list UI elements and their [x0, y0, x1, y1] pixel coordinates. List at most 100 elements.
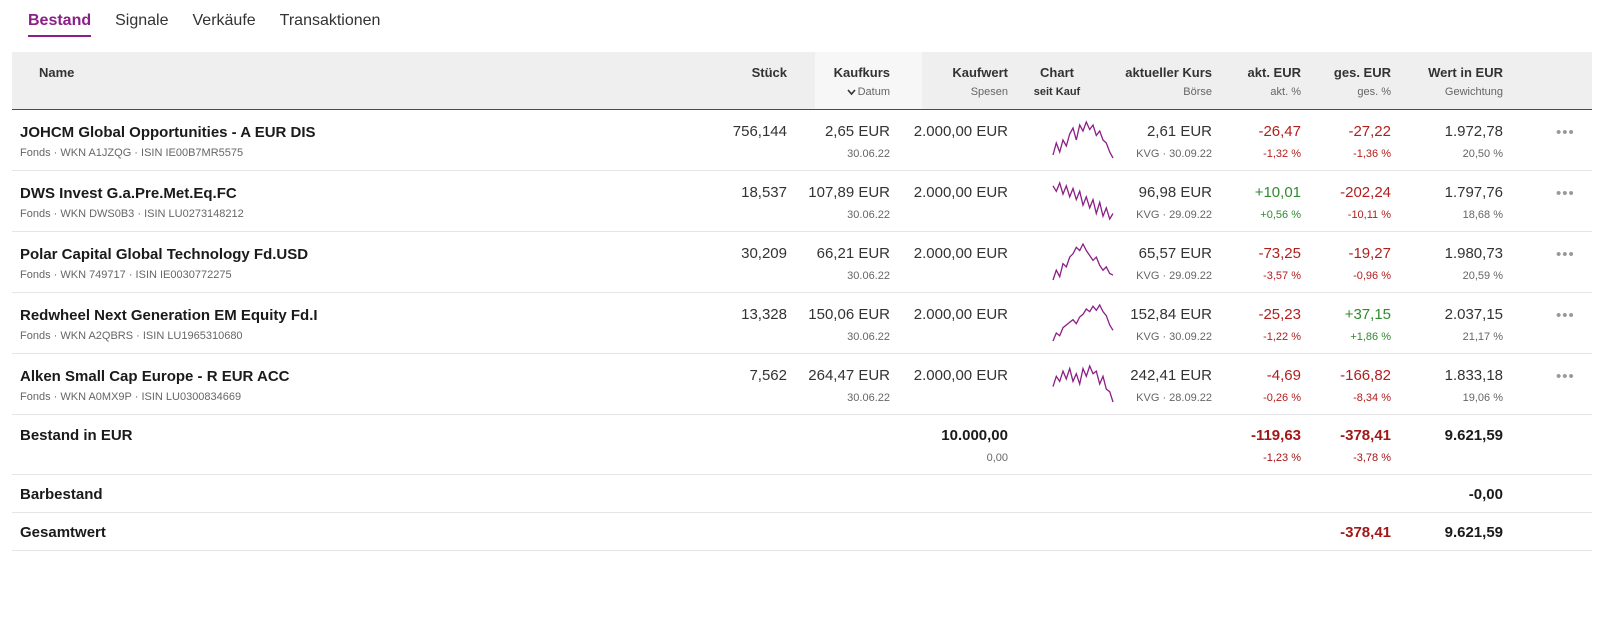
gesamtwert-wert: 9.621,59	[1444, 524, 1503, 541]
position-rows: JOHCM Global Opportunities - A EUR DIS F…	[12, 110, 1592, 415]
bestand-ges-pct: -3,78 %	[1353, 452, 1391, 464]
table-row[interactable]: JOHCM Global Opportunities - A EUR DIS F…	[12, 110, 1592, 171]
more-dots-icon[interactable]: •••	[1556, 368, 1575, 385]
position-stueck: 756,144	[732, 123, 787, 140]
col-kaufkurs-label: Kaufkurs	[833, 65, 890, 80]
position-akt-pct: -1,32 %	[1263, 148, 1301, 160]
position-ges-eur: -166,82	[1340, 367, 1391, 384]
tab-bar: Bestand Signale Verkäufe Transaktionen	[28, 12, 380, 37]
position-gewichtung: 20,59 %	[1462, 270, 1503, 282]
col-ges-pct-label: ges. %	[1357, 86, 1391, 98]
table-row[interactable]: Polar Capital Global Technology Fd.USD F…	[12, 232, 1592, 293]
position-akt-eur: -26,47	[1258, 123, 1301, 140]
position-akt-eur: +10,01	[1254, 184, 1301, 201]
position-ges-eur: -27,22	[1348, 123, 1391, 140]
position-datum: 30.06.22	[847, 270, 890, 282]
table-row[interactable]: Alken Small Cap Europe - R EUR ACC Fonds…	[12, 354, 1592, 415]
col-seit-kauf-label: seit Kauf	[1033, 86, 1081, 98]
position-datum: 30.06.22	[847, 331, 890, 343]
position-boerse: KVG · 30.09.22	[1136, 331, 1212, 343]
position-name[interactable]: JOHCM Global Opportunities - A EUR DIS	[20, 124, 316, 141]
more-dots-icon[interactable]: •••	[1556, 185, 1575, 202]
position-name[interactable]: Polar Capital Global Technology Fd.USD	[20, 246, 309, 263]
tab-verkaeufe[interactable]: Verkäufe	[192, 12, 256, 29]
kaufkurs-header-highlight	[815, 52, 922, 109]
position-sparkline[interactable]	[1052, 179, 1114, 221]
position-kaufkurs: 150,06 EUR	[808, 306, 890, 323]
position-ges-pct: -1,36 %	[1353, 148, 1391, 160]
col-kaufwert[interactable]: Kaufwert Spesen	[922, 52, 1008, 109]
more-dots-icon[interactable]: •••	[1556, 124, 1575, 141]
position-boerse: KVG · 29.09.22	[1136, 270, 1212, 282]
position-meta: Fonds · WKN A0MX9P · ISIN LU0300834669	[20, 391, 242, 403]
position-ges-eur: -202,24	[1340, 184, 1391, 201]
table-row[interactable]: DWS Invest G.a.Pre.Met.Eq.FC Fonds · WKN…	[12, 171, 1592, 232]
col-ges-eur[interactable]: ges. EUR ges. %	[1312, 52, 1391, 109]
position-wert: 2.037,15	[1444, 306, 1503, 323]
position-sparkline[interactable]	[1052, 362, 1114, 404]
position-stueck: 30,209	[741, 245, 787, 262]
position-akt-pct: -1,22 %	[1263, 331, 1301, 343]
position-name[interactable]: DWS Invest G.a.Pre.Met.Eq.FC	[20, 185, 237, 202]
position-wert: 1.833,18	[1444, 367, 1503, 384]
col-wert[interactable]: Wert in EUR Gewichtung	[1407, 52, 1503, 109]
position-meta: Fonds · WKN A2QBRS · ISIN LU1965310680	[20, 330, 243, 342]
tab-bestand[interactable]: Bestand	[28, 12, 92, 37]
position-sparkline[interactable]	[1052, 118, 1114, 160]
position-datum: 30.06.22	[847, 148, 890, 160]
col-akt-eur[interactable]: akt. EUR akt. %	[1222, 52, 1301, 109]
position-ges-eur: +37,15	[1344, 306, 1391, 323]
col-gewichtung-label: Gewichtung	[1444, 86, 1503, 98]
col-name[interactable]: Name	[39, 52, 74, 109]
position-gewichtung: 20,50 %	[1462, 148, 1503, 160]
more-dots-icon[interactable]: •••	[1556, 246, 1575, 263]
more-dots-icon[interactable]: •••	[1556, 307, 1575, 324]
gesamtwert-row: Gesamtwert -378,41 9.621,59	[12, 513, 1592, 551]
position-kurs: 242,41 EUR	[1130, 367, 1212, 384]
position-sparkline[interactable]	[1052, 301, 1114, 343]
portfolio-table: Name Stück Kaufkurs Datum Kaufwert Spese…	[12, 52, 1592, 551]
col-kaufwert-label: Kaufwert	[952, 65, 1008, 80]
position-stueck: 7,562	[749, 367, 787, 384]
table-row[interactable]: Redwheel Next Generation EM Equity Fd.I …	[12, 293, 1592, 354]
col-kurs[interactable]: aktueller Kurs Börse	[1112, 52, 1212, 109]
position-kaufkurs: 66,21 EUR	[816, 245, 890, 262]
col-datum-sort[interactable]: Datum	[815, 86, 890, 98]
table-header: Name Stück Kaufkurs Datum Kaufwert Spese…	[12, 52, 1592, 110]
bestand-row: Bestand in EUR 10.000,00 0,00 -119,63 -1…	[12, 415, 1592, 475]
barbestand-row: Barbestand -0,00	[12, 475, 1592, 513]
position-kurs: 96,98 EUR	[1138, 184, 1212, 201]
col-name-label: Name	[39, 65, 75, 80]
col-stueck[interactable]: Stück	[712, 52, 787, 109]
col-spesen-label: Spesen	[970, 86, 1008, 98]
position-ges-pct: -10,11 %	[1347, 209, 1391, 221]
bestand-wert: 9.621,59	[1444, 427, 1503, 444]
position-akt-pct: -0,26 %	[1263, 392, 1301, 404]
position-wert: 1.972,78	[1444, 123, 1503, 140]
position-name[interactable]: Redwheel Next Generation EM Equity Fd.I	[20, 307, 318, 324]
tab-signale[interactable]: Signale	[115, 12, 169, 29]
position-stueck: 18,537	[741, 184, 787, 201]
col-datum-label: Datum	[857, 86, 890, 98]
position-meta: Fonds · WKN DWS0B3 · ISIN LU0273148212	[20, 208, 244, 220]
position-sparkline[interactable]	[1052, 240, 1114, 282]
position-ges-pct: -0,96 %	[1353, 270, 1391, 282]
col-kaufkurs[interactable]: Kaufkurs Datum	[815, 52, 890, 109]
position-meta: Fonds · WKN 749717 · ISIN IE0030772275	[20, 269, 232, 281]
gesamtwert-ges-eur: -378,41	[1340, 524, 1391, 541]
col-wert-label: Wert in EUR	[1428, 65, 1503, 80]
position-akt-pct: +0,56 %	[1260, 209, 1301, 221]
position-kaufkurs: 264,47 EUR	[808, 367, 890, 384]
position-gewichtung: 19,06 %	[1462, 392, 1503, 404]
col-chart[interactable]: Chart seit Kauf	[1020, 52, 1094, 109]
position-wert: 1.797,76	[1444, 184, 1503, 201]
col-stueck-label: Stück	[751, 65, 787, 80]
tab-transaktionen[interactable]: Transaktionen	[279, 12, 381, 29]
position-name[interactable]: Alken Small Cap Europe - R EUR ACC	[20, 368, 290, 385]
bestand-akt-eur: -119,63	[1250, 427, 1301, 444]
position-akt-pct: -3,57 %	[1263, 270, 1301, 282]
position-ges-pct: -8,34 %	[1353, 392, 1391, 404]
position-kurs: 152,84 EUR	[1130, 306, 1212, 323]
chevron-down-icon	[846, 89, 856, 95]
col-chart-label: Chart	[1040, 65, 1074, 80]
